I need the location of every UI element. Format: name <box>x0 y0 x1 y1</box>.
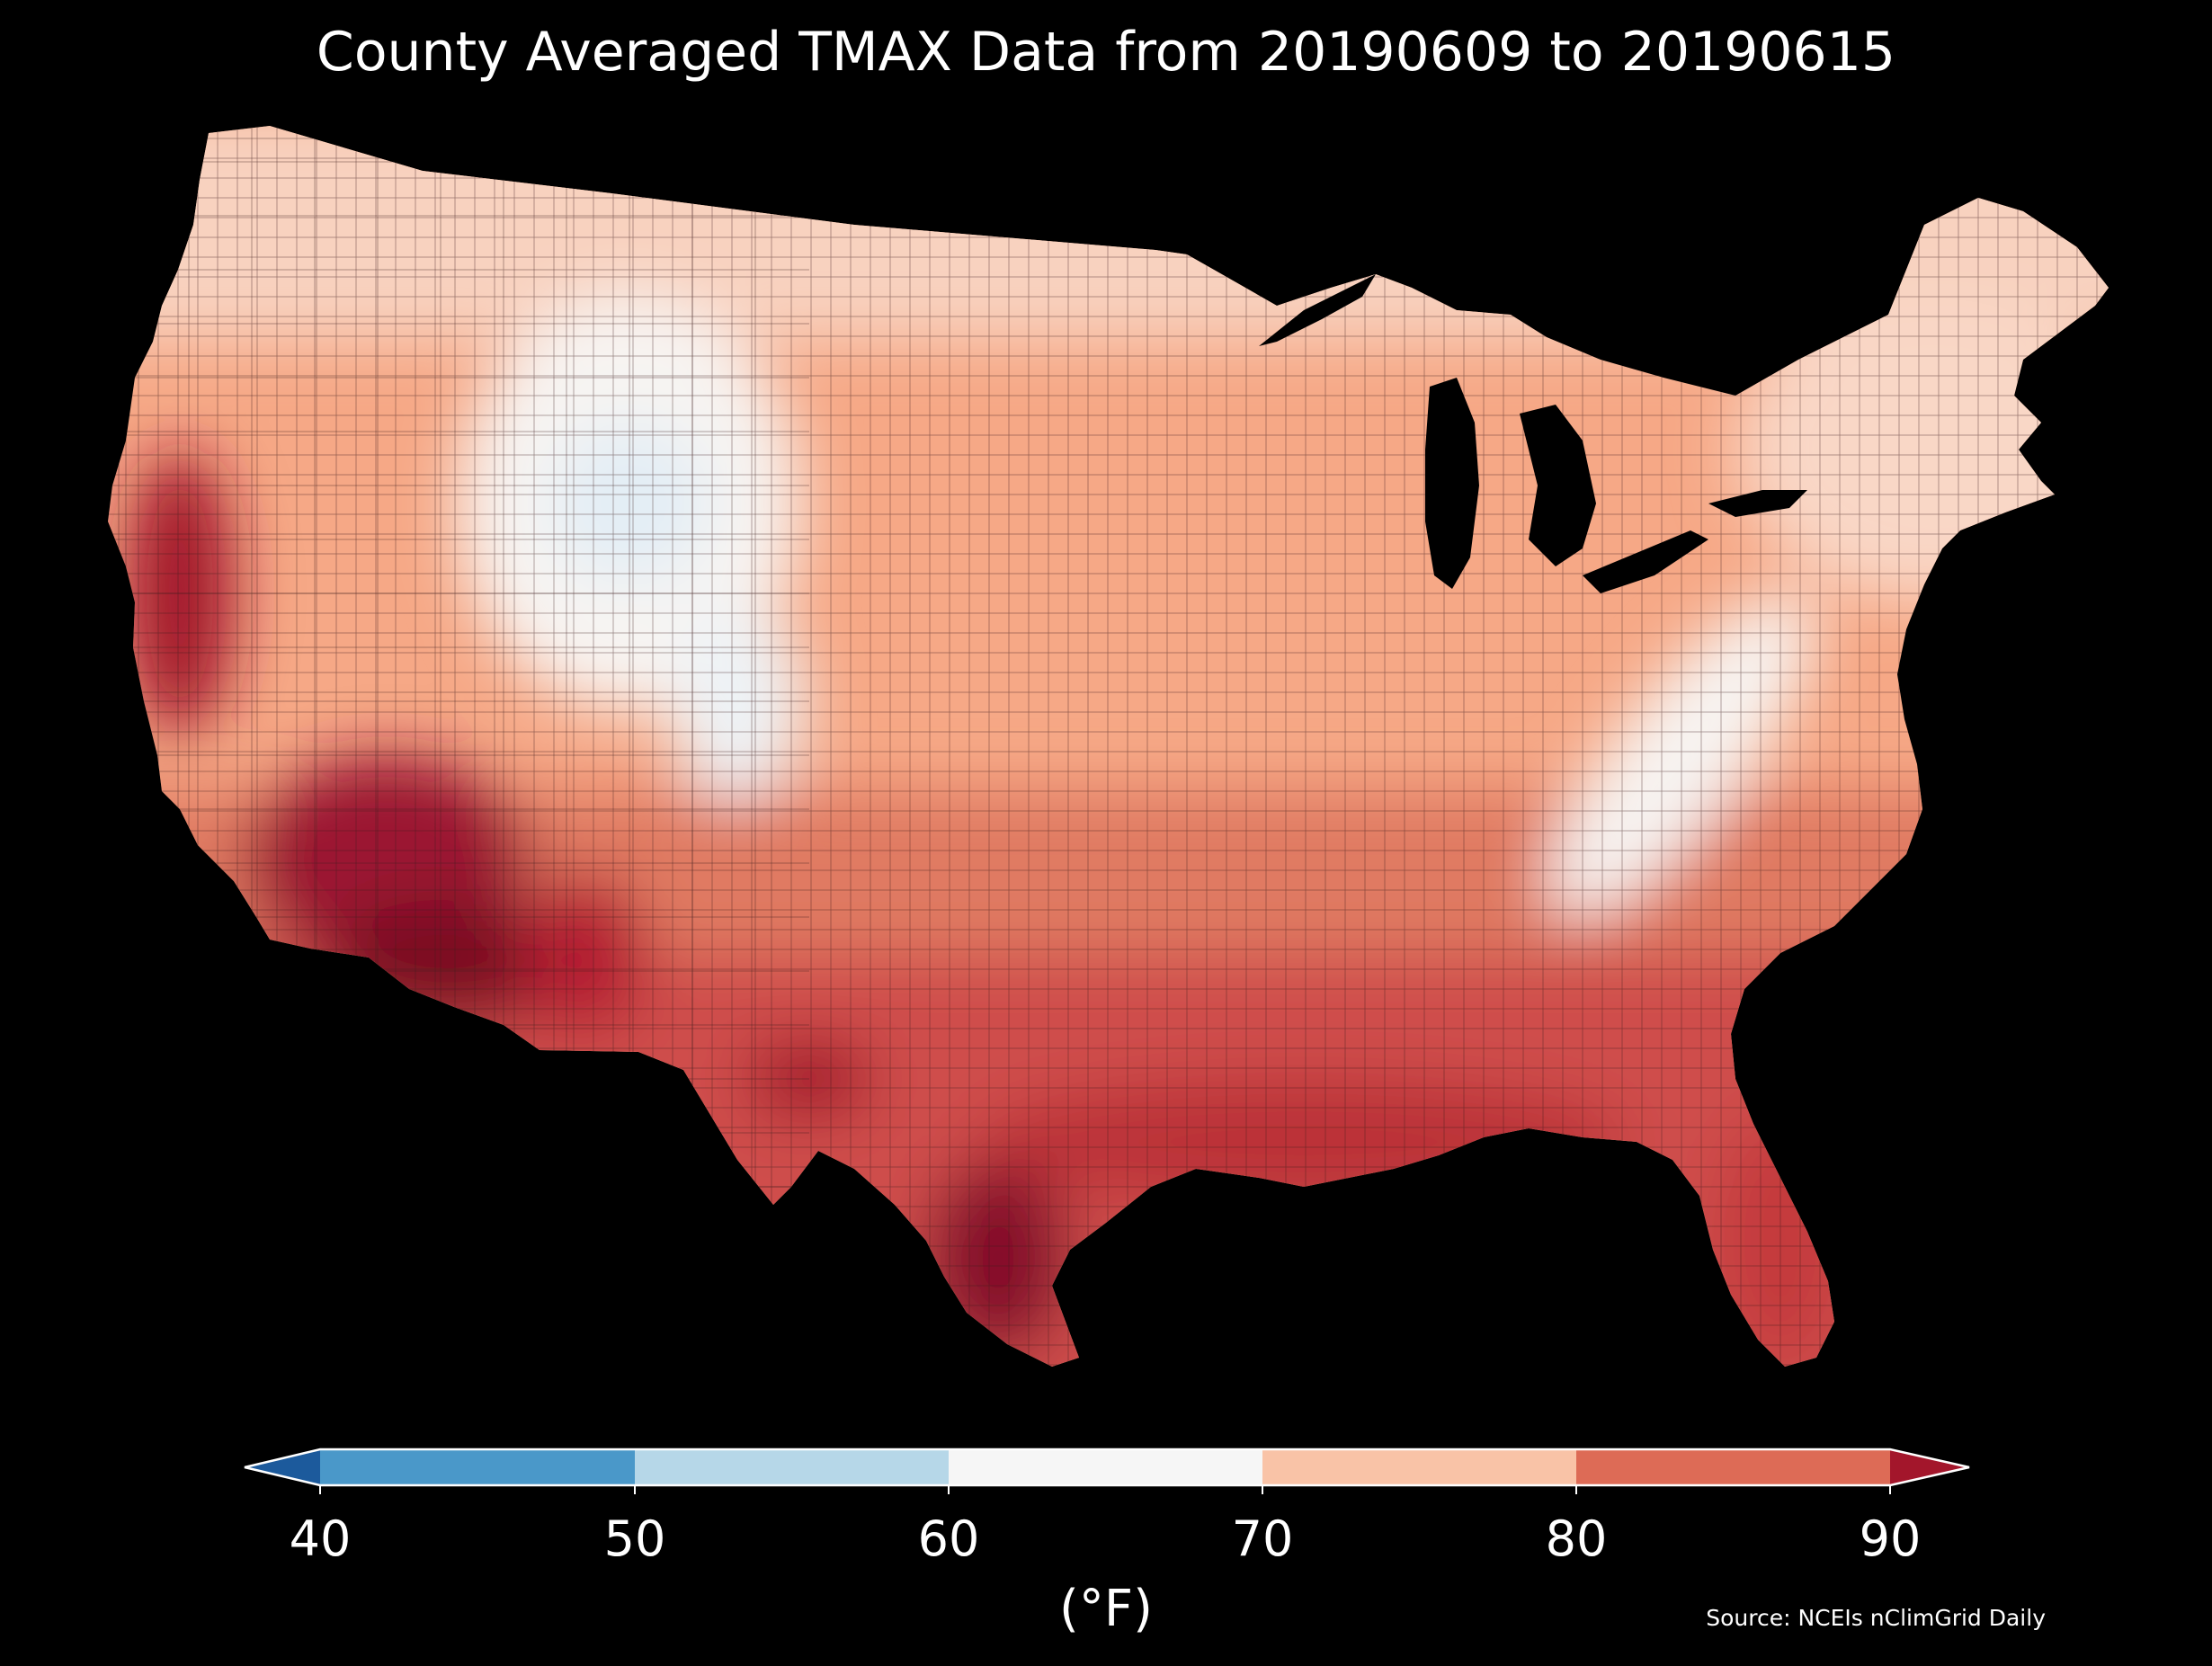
colorbar-tick-label: 70 <box>1232 1510 1294 1567</box>
colorbar-under-extension <box>245 1449 320 1485</box>
colorbar-tick-marks <box>319 1485 1891 1494</box>
colorbar-tick-label: 50 <box>604 1510 666 1567</box>
colorbar-bin-50-60 <box>635 1449 949 1485</box>
colorbar-unit-label: (°F) <box>1059 1580 1153 1638</box>
colorbar-tick-label: 40 <box>290 1510 352 1567</box>
colorbar-tick-label: 80 <box>1546 1510 1608 1567</box>
chart-title: County Averaged TMAX Data from 20190609 … <box>317 21 1895 84</box>
colorbar-bin-60-70 <box>949 1449 1262 1485</box>
us-county-map <box>108 126 2109 1367</box>
lake-erie <box>1583 530 1708 593</box>
lake-huron <box>1520 405 1596 566</box>
county-boundaries-west <box>108 126 809 1367</box>
lake-michigan <box>1425 378 1479 589</box>
colorbar: 40 50 60 70 80 90 (°F) <box>244 1448 1970 1638</box>
great-lakes <box>1259 274 1807 593</box>
colorbar-over-extension <box>1890 1449 1969 1485</box>
source-credit: Source: NCEIs nClimGrid Daily <box>1706 1605 2046 1631</box>
colorbar-tick-label: 90 <box>1860 1510 1922 1567</box>
colorbar-tick-label: 60 <box>918 1510 980 1567</box>
colorbar-bin-80-90 <box>1576 1449 1890 1485</box>
colorbar-bin-40-50 <box>320 1449 635 1485</box>
colorbar-bin-70-80 <box>1262 1449 1576 1485</box>
lake-ontario <box>1708 490 1807 517</box>
lake-superior <box>1259 274 1376 346</box>
